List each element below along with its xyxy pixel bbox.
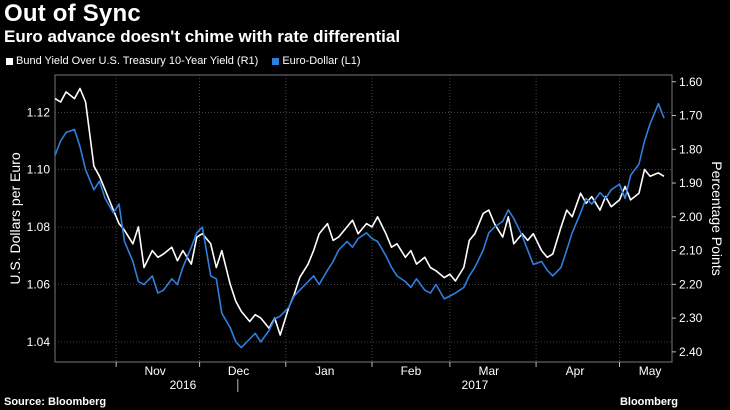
y-left-tick-label: 1.12 bbox=[27, 105, 51, 119]
legend-label-eurusd: Euro-Dollar (L1) bbox=[282, 55, 361, 67]
source-note: Source: Bloomberg bbox=[4, 396, 107, 408]
chart-subtitle: Euro advance doesn't chime with rate dif… bbox=[4, 27, 401, 46]
y-left-tick-label: 1.04 bbox=[27, 335, 51, 349]
y-left-tick-label: 1.06 bbox=[27, 278, 51, 292]
y-left-tick-label: 1.08 bbox=[27, 220, 51, 234]
x-month-label: Nov bbox=[144, 364, 165, 378]
y-left-axis-title: U.S. Dollars per Euro bbox=[7, 152, 23, 284]
x-month-label: Mar bbox=[478, 364, 499, 378]
legend-label-bund: Bund Yield Over U.S. Treasury 10-Year Yi… bbox=[16, 55, 259, 67]
chart-title: Out of Sync bbox=[4, 0, 141, 27]
brand-logo: Bloomberg bbox=[619, 396, 678, 408]
y-right-tick-label: 1.80 bbox=[679, 142, 703, 156]
x-year-label-2016: 2016 bbox=[170, 378, 197, 392]
x-month-label: May bbox=[639, 364, 662, 378]
legend-item-eurusd: Euro-Dollar (L1) bbox=[272, 55, 361, 67]
y-right-tick-label: 1.70 bbox=[679, 109, 703, 123]
series-line-euro-dollar bbox=[54, 102, 665, 349]
legend-item-bund: Bund Yield Over U.S. Treasury 10-Year Yi… bbox=[6, 55, 258, 67]
y-left-tick-label: 1.10 bbox=[27, 163, 51, 177]
y-right-axis-title: Percentage Points bbox=[709, 161, 725, 275]
legend: Bund Yield Over U.S. Treasury 10-Year Yi… bbox=[6, 55, 361, 67]
x-month-label: Dec bbox=[228, 364, 249, 378]
x-month-label: Feb bbox=[401, 364, 422, 378]
x-month-label: Apr bbox=[566, 364, 585, 378]
y-right-tick-label: 2.20 bbox=[679, 277, 703, 291]
x-year-label-2017: 2017 bbox=[462, 378, 489, 392]
y-right-tick-label: 2.40 bbox=[679, 345, 703, 359]
y-right-tick-label: 1.60 bbox=[679, 75, 703, 89]
y-right-tick-label: 2.00 bbox=[679, 210, 703, 224]
y-right-tick-label: 1.90 bbox=[679, 176, 703, 190]
plot-frame bbox=[54, 74, 673, 363]
y-right-tick-label: 2.30 bbox=[679, 311, 703, 325]
y-right-tick-label: 2.10 bbox=[679, 244, 703, 258]
x-month-label: Jan bbox=[315, 364, 334, 378]
series-line-bund-spread bbox=[54, 87, 665, 336]
legend-swatch-eurusd bbox=[272, 57, 280, 65]
legend-swatch-bund bbox=[6, 57, 13, 65]
